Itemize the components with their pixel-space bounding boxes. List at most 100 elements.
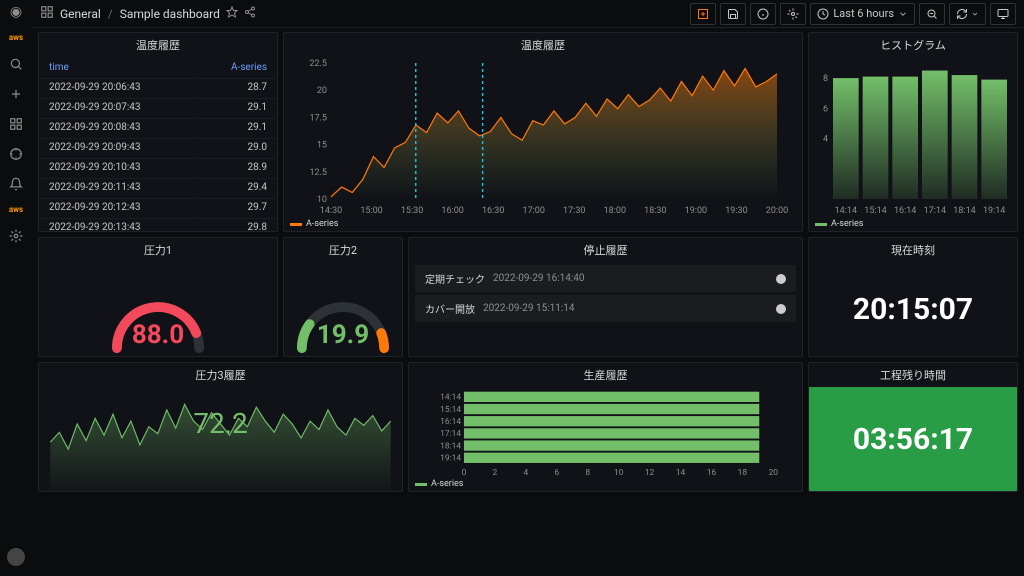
svg-text:4: 4 xyxy=(823,135,828,145)
svg-text:20: 20 xyxy=(317,86,327,96)
grafana-logo-icon[interactable]: ◉ xyxy=(8,4,24,20)
sidebar: ◉ aws aws xyxy=(0,0,32,576)
histogram-panel: ヒストグラム 46814:1415:1416:1417:1418:1419:14… xyxy=(808,32,1018,232)
sparkline-panel: 圧力3履歴 72.2 xyxy=(38,362,403,492)
panel-title: 工程残り時間 xyxy=(809,363,1017,387)
add-panel-button[interactable] xyxy=(690,3,716,25)
share-icon[interactable] xyxy=(244,6,256,21)
spark-value: 72.2 xyxy=(193,407,248,440)
temperature-chart-panel: 温度履歴 1012.51517.52022.514:3015:0015:3016… xyxy=(283,32,803,232)
panel-title: 現在時刻 xyxy=(809,238,1017,262)
svg-text:17:00: 17:00 xyxy=(523,206,545,216)
aws-icon-2[interactable]: aws xyxy=(9,206,23,214)
aws-icon[interactable]: aws xyxy=(9,34,23,42)
svg-text:19:30: 19:30 xyxy=(725,206,747,216)
temperature-chart[interactable]: 1012.51517.52022.514:3015:0015:3016:0016… xyxy=(284,57,802,217)
legend-swatch xyxy=(415,483,427,486)
clock-panel: 現在時刻 20:15:07 xyxy=(808,237,1018,357)
panel-title: 温度履歴 xyxy=(284,33,802,57)
svg-text:18:14: 18:14 xyxy=(953,206,975,216)
breadcrumb: General / Sample dashboard xyxy=(60,7,220,21)
panel-title: 圧力3履歴 xyxy=(39,363,402,387)
svg-text:19:14: 19:14 xyxy=(440,454,461,464)
save-button[interactable] xyxy=(720,3,746,25)
dashboards-icon[interactable] xyxy=(8,116,24,132)
panel-title: 温度履歴 xyxy=(39,33,277,57)
svg-text:0: 0 xyxy=(462,468,467,477)
star-icon[interactable] xyxy=(226,6,238,21)
events-panel: 停止履歴 定期チェック2022-09-29 16:14:40カバー開放2022-… xyxy=(408,237,803,357)
breadcrumb-root[interactable]: General xyxy=(60,7,101,21)
refresh-button[interactable] xyxy=(949,3,986,25)
settings-button[interactable] xyxy=(780,3,806,25)
table-panel: 温度履歴 timeA-series 2022-09-29 20:06:4328.… xyxy=(38,32,278,232)
legend-swatch xyxy=(815,223,827,226)
svg-text:14: 14 xyxy=(676,468,686,477)
svg-text:12: 12 xyxy=(645,468,655,477)
histogram-chart[interactable]: 46814:1415:1416:1417:1418:1419:14 xyxy=(809,57,1017,217)
svg-text:17:14: 17:14 xyxy=(924,206,946,216)
event-row[interactable]: カバー開放2022-09-29 15:11:14 xyxy=(415,295,796,322)
legend-swatch xyxy=(290,223,302,226)
table-row[interactable]: 2022-09-29 20:10:4328.9 xyxy=(41,158,275,176)
col-time[interactable]: time xyxy=(41,59,197,76)
svg-text:18:00: 18:00 xyxy=(604,206,626,216)
svg-text:15:30: 15:30 xyxy=(401,206,423,216)
svg-text:12.5: 12.5 xyxy=(309,168,327,178)
svg-text:18: 18 xyxy=(738,468,748,477)
legend-label[interactable]: A-series xyxy=(306,219,338,229)
explore-icon[interactable] xyxy=(8,146,24,162)
table-row[interactable]: 2022-09-29 20:06:4328.7 xyxy=(41,78,275,96)
clock-value: 20:15:07 xyxy=(809,262,1017,356)
chevron-down-icon xyxy=(971,10,979,18)
svg-text:19:14: 19:14 xyxy=(983,206,1005,216)
svg-text:10: 10 xyxy=(317,195,327,205)
svg-text:15:14: 15:14 xyxy=(864,206,886,216)
svg-text:16:14: 16:14 xyxy=(894,206,916,216)
table-row[interactable]: 2022-09-29 20:12:4329.7 xyxy=(41,198,275,216)
table-row[interactable]: 2022-09-29 20:08:4329.1 xyxy=(41,118,275,136)
gear-icon[interactable] xyxy=(8,228,24,244)
svg-text:17:30: 17:30 xyxy=(563,206,585,216)
status-dot xyxy=(776,274,786,284)
svg-text:15: 15 xyxy=(317,141,327,151)
svg-text:6: 6 xyxy=(554,468,559,477)
svg-text:8: 8 xyxy=(823,74,828,84)
table-row[interactable]: 2022-09-29 20:07:4329.1 xyxy=(41,98,275,116)
svg-text:10: 10 xyxy=(614,468,624,477)
svg-text:15:00: 15:00 xyxy=(360,206,382,216)
table-row[interactable]: 2022-09-29 20:09:4329.0 xyxy=(41,138,275,156)
user-avatar[interactable] xyxy=(7,548,25,566)
event-row[interactable]: 定期チェック2022-09-29 16:14:40 xyxy=(415,265,796,292)
plus-icon[interactable] xyxy=(8,86,24,102)
svg-text:14:14: 14:14 xyxy=(440,393,461,403)
dashboard-icon xyxy=(40,5,54,22)
hbar-chart[interactable]: 14:1415:1416:1417:1418:1419:140246810121… xyxy=(409,387,802,477)
svg-text:15:14: 15:14 xyxy=(440,405,461,415)
info-button[interactable] xyxy=(750,3,776,25)
panel-title: 圧力1 xyxy=(39,238,277,262)
svg-text:20: 20 xyxy=(769,468,779,477)
monitor-button[interactable] xyxy=(990,3,1016,25)
data-table: timeA-series 2022-09-29 20:06:4328.7 2022… xyxy=(39,57,277,231)
svg-text:18:30: 18:30 xyxy=(644,206,666,216)
table-row[interactable]: 2022-09-29 20:11:4329.4 xyxy=(41,178,275,196)
svg-text:18:14: 18:14 xyxy=(440,441,461,451)
time-range-label: Last 6 hours xyxy=(833,7,894,20)
gauge2-value: 19.9 xyxy=(284,320,402,350)
page-title[interactable]: Sample dashboard xyxy=(120,7,220,21)
table-row[interactable]: 2022-09-29 20:13:4329.8 xyxy=(41,218,275,231)
legend-label[interactable]: A-series xyxy=(831,219,863,229)
svg-text:14:14: 14:14 xyxy=(835,206,857,216)
alerts-icon[interactable] xyxy=(8,176,24,192)
search-icon[interactable] xyxy=(8,56,24,72)
time-range-button[interactable]: Last 6 hours xyxy=(810,3,915,25)
col-series[interactable]: A-series xyxy=(199,59,275,76)
legend-label[interactable]: A-series xyxy=(431,479,463,489)
zoom-out-button[interactable] xyxy=(919,3,945,25)
panel-title: 生産履歴 xyxy=(409,363,802,387)
gauge2-panel: 圧力2 19.9 xyxy=(283,237,403,357)
svg-text:16:00: 16:00 xyxy=(441,206,463,216)
panel-title: ヒストグラム xyxy=(809,33,1017,57)
hbar-panel: 生産履歴 14:1415:1416:1417:1418:1419:1402468… xyxy=(408,362,803,492)
